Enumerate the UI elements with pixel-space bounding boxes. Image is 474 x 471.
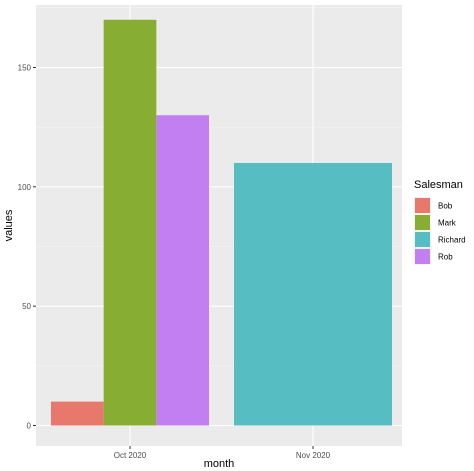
- bar-rob-oct-2020: [156, 115, 209, 426]
- bar-mark-oct-2020: [103, 19, 157, 426]
- legend-label-bob: Bob: [438, 202, 453, 211]
- x-tick-label: Oct 2020: [114, 451, 147, 460]
- legend-label-rob: Rob: [438, 253, 453, 262]
- y-axis: 0 50 100 150: [18, 64, 36, 431]
- legend-swatch-mark: [415, 215, 430, 230]
- y-tick-label: 0: [27, 422, 32, 431]
- legend-label-mark: Mark: [438, 219, 457, 228]
- legend-title: Salesman: [414, 179, 463, 191]
- x-axis: Oct 2020 Nov 2020: [114, 446, 331, 460]
- legend-swatch-richard: [415, 232, 430, 247]
- y-tick-label: 150: [18, 64, 32, 73]
- bars: [51, 19, 392, 426]
- y-tick-label: 100: [18, 183, 32, 192]
- bar-richard-nov-2020: [234, 162, 392, 426]
- legend-swatch-bob: [415, 198, 430, 213]
- legend-swatch-rob: [415, 249, 430, 264]
- y-tick-label: 50: [22, 302, 31, 311]
- legend: Salesman Bob Mark Richard Rob: [414, 179, 466, 265]
- y-axis-title: values: [3, 209, 15, 241]
- x-tick-label: Nov 2020: [296, 451, 331, 460]
- legend-label-richard: Richard: [438, 236, 466, 245]
- bar-bob-oct-2020: [51, 401, 104, 426]
- x-axis-title: month: [204, 458, 235, 470]
